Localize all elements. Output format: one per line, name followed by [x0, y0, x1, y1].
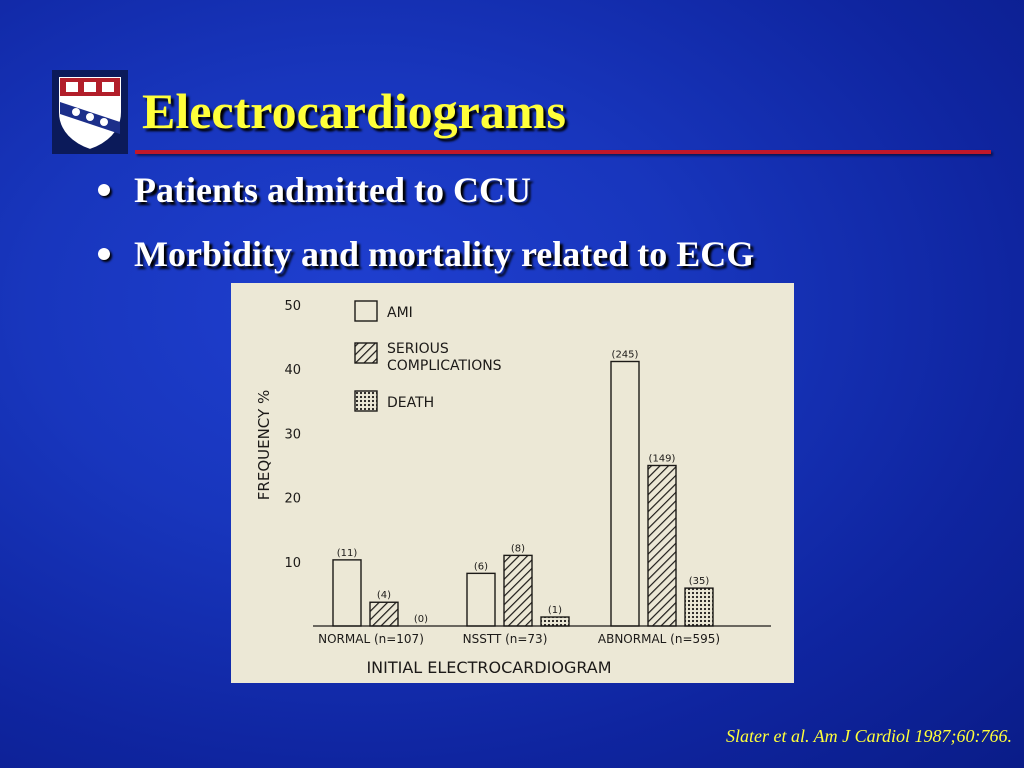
category-label: ABNORMAL (n=595)	[598, 632, 720, 646]
bar-open	[332, 559, 362, 627]
legend-swatch	[354, 342, 378, 364]
y-axis-label: FREQUENCY %	[255, 390, 273, 500]
bullet-item: Morbidity and mortality related to ECG	[98, 222, 754, 286]
y-tick-label: 30	[284, 427, 301, 442]
bar-value-label: (4)	[377, 590, 391, 601]
legend-swatch	[354, 300, 378, 322]
bar-hatched	[369, 601, 399, 627]
bar-dotted	[684, 587, 714, 627]
bullet-text: Patients admitted to CCU	[134, 170, 531, 210]
legend-label: DEATH	[387, 395, 434, 411]
y-tick-label: 50	[284, 299, 301, 314]
bar-chart: FREQUENCY % INITIAL ELECTROCARDIOGRAM 10…	[255, 299, 771, 677]
slide-title: Electrocardiograms	[142, 83, 566, 139]
bullet-dot-icon	[98, 248, 110, 260]
bar-hatched	[503, 554, 533, 627]
bullet-dot-icon	[98, 184, 110, 196]
chart-figure: FREQUENCY % INITIAL ELECTROCARDIOGRAM 10…	[231, 283, 794, 683]
bar-value-label: (0)	[414, 614, 428, 625]
bar-value-label: (245)	[612, 349, 639, 360]
bar-value-label: (11)	[337, 548, 358, 559]
legend-label: SERIOUS	[387, 341, 449, 357]
y-tick-label: 20	[284, 492, 301, 507]
bar-value-label: (8)	[511, 543, 525, 554]
bar-open	[610, 360, 640, 627]
y-tick-label: 10	[284, 556, 301, 571]
bar-open	[466, 572, 496, 627]
bar-value-label: (35)	[689, 576, 710, 587]
bullet-text: Morbidity and mortality related to ECG	[134, 234, 755, 274]
bullet-list: Patients admitted to CCU Morbidity and m…	[98, 158, 754, 286]
bar-value-label: (149)	[649, 454, 676, 465]
bar-value-label: (1)	[548, 605, 562, 616]
bar-dotted	[540, 616, 570, 627]
bullet-item: Patients admitted to CCU	[98, 158, 754, 222]
y-tick-label: 40	[284, 363, 301, 378]
category-label: NSSTT (n=73)	[463, 632, 548, 646]
legend-label: COMPLICATIONS	[387, 358, 502, 374]
legend-label: AMI	[387, 305, 413, 321]
x-axis-label: INITIAL ELECTROCARDIOGRAM	[366, 658, 611, 677]
category-label: NORMAL (n=107)	[318, 632, 424, 646]
citation: Slater et al. Am J Cardiol 1987;60:766.	[726, 726, 1012, 746]
legend-swatch	[354, 390, 378, 412]
bar-value-label: (6)	[474, 561, 488, 572]
title-underline	[135, 150, 991, 154]
university-shield-icon	[52, 70, 128, 154]
bar-hatched	[647, 464, 677, 627]
